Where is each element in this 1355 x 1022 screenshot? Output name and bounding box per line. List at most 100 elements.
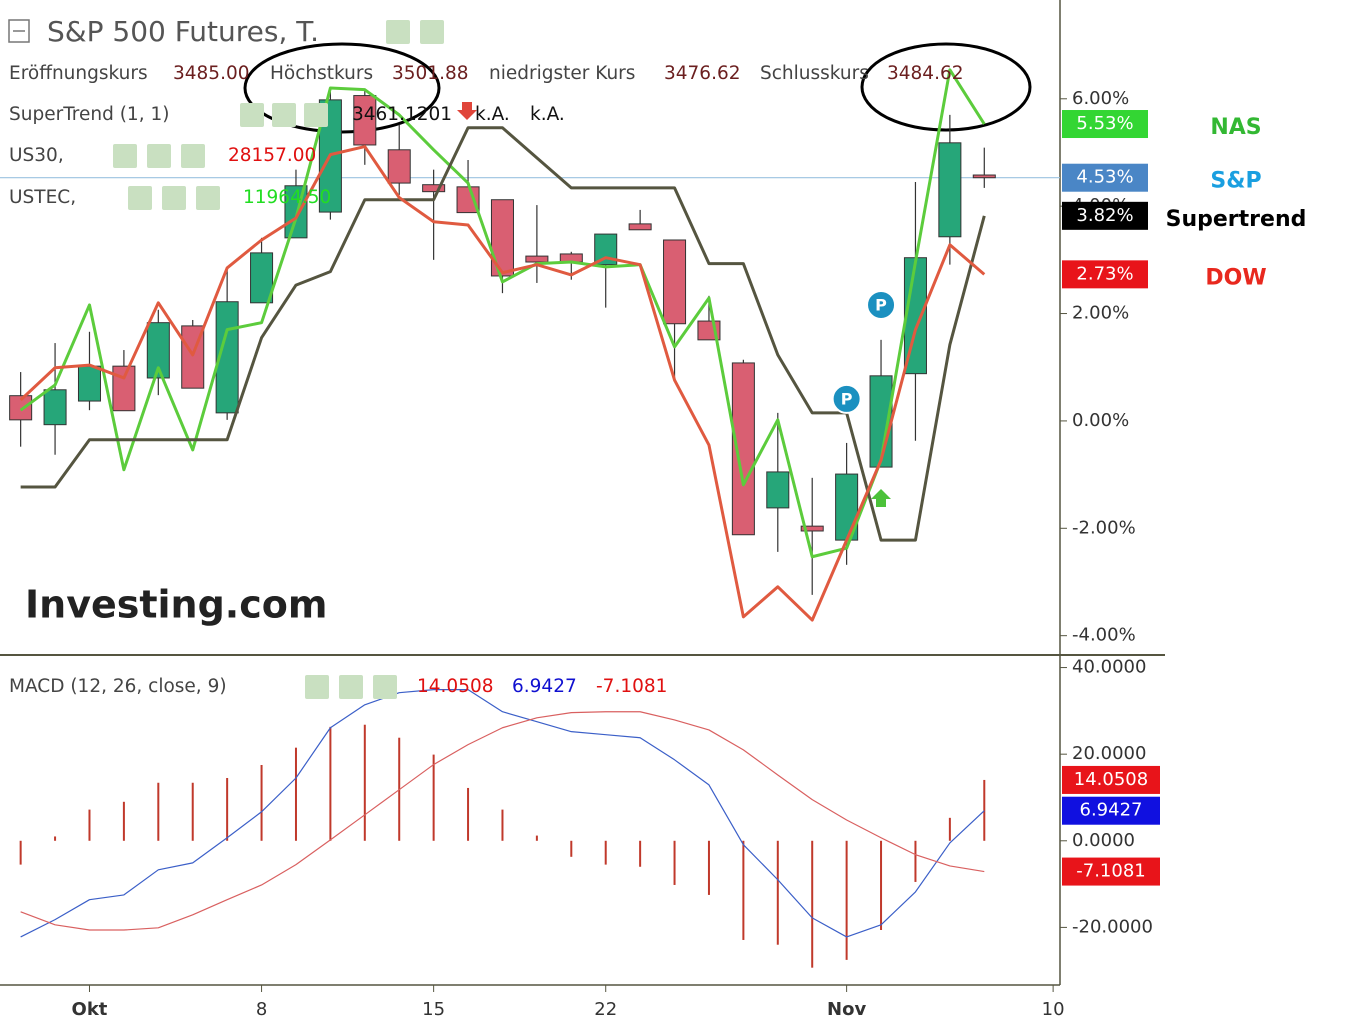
ohlc-value: 3484.62: [887, 63, 964, 84]
histogram-bar: [811, 840, 814, 968]
y-tick-label: 40.0000: [1072, 657, 1146, 678]
indicator-value: k.A.: [530, 104, 565, 125]
indicator-name[interactable]: US30,: [9, 145, 64, 166]
series-line: [20, 689, 985, 938]
candle-body: [387, 149, 411, 184]
histogram-bar: [157, 782, 160, 841]
eye-icon[interactable]: [386, 20, 410, 44]
histogram-bar: [948, 817, 951, 841]
candle-body: [731, 362, 755, 536]
value-badge-label: -7.1081: [1076, 861, 1145, 882]
candle-body: [800, 525, 824, 532]
x-tick-label: Okt: [72, 999, 108, 1020]
value-badge: [1062, 163, 1148, 192]
y-tick-label: 2.00%: [1072, 303, 1129, 324]
candle-body: [146, 322, 170, 379]
candle-body: [490, 199, 514, 277]
legend-entry: S&P: [1210, 169, 1261, 194]
close-icon[interactable]: [304, 103, 328, 127]
value-badge: [1062, 857, 1160, 886]
value-badge-label: 5.53%: [1076, 113, 1133, 134]
candle-body: [972, 174, 996, 179]
gear-icon[interactable]: [162, 186, 186, 210]
close-icon[interactable]: [181, 144, 205, 168]
indicator-value: 3461.1201: [352, 104, 453, 125]
histogram-bar: [19, 840, 22, 865]
legend-entry: DOW: [1205, 265, 1266, 290]
y-tick-label: 6.00%: [1072, 88, 1129, 109]
eye-icon[interactable]: [240, 103, 264, 127]
x-tick-label: 8: [256, 999, 267, 1020]
ohlc-label: Eröffnungskurs: [9, 63, 148, 84]
gear-icon[interactable]: [147, 144, 171, 168]
histogram-bar: [191, 782, 194, 841]
chart-title: S&P 500 Futures, T.: [47, 15, 319, 48]
value-badge: [1062, 796, 1160, 825]
macd-title[interactable]: MACD (12, 26, close, 9): [9, 676, 227, 697]
histogram-bar: [535, 835, 538, 841]
y-tick-label: 0.00%: [1072, 410, 1129, 431]
value-badge: [1062, 260, 1148, 289]
ohlc-label: Schlusskurs: [760, 63, 869, 84]
histogram-bar: [467, 787, 470, 841]
macd-value: 14.0508: [417, 676, 494, 697]
close-icon[interactable]: [196, 186, 220, 210]
close-icon[interactable]: [373, 675, 397, 699]
candle-body: [594, 233, 618, 266]
histogram-bar: [845, 840, 848, 960]
ohlc-label: niedrigster Kurs: [489, 63, 636, 84]
x-tick-label: Nov: [827, 999, 866, 1020]
candle-body: [112, 365, 136, 412]
histogram-bar: [570, 840, 573, 857]
macd-value: 6.9427: [512, 676, 577, 697]
histogram-bar: [983, 779, 986, 841]
histogram-bar: [914, 840, 917, 882]
candle-body: [9, 395, 33, 421]
histogram-bar: [776, 840, 779, 945]
eye-icon[interactable]: [113, 144, 137, 168]
indicator-name[interactable]: SuperTrend (1, 1): [9, 104, 170, 125]
gear-icon[interactable]: [339, 675, 363, 699]
histogram-bar: [226, 777, 229, 841]
value-badge: [1062, 765, 1160, 794]
candle-body: [525, 255, 549, 263]
candle-body: [422, 184, 446, 193]
histogram-bar: [363, 724, 366, 841]
value-badge-label: 3.82%: [1076, 205, 1133, 226]
ohlc-value: 3476.62: [664, 63, 741, 84]
histogram-bar: [260, 765, 263, 841]
ohlc-label: Höchstkurs: [270, 63, 374, 84]
indicator-value: 28157.00: [228, 145, 317, 166]
value-badge-label: 4.53%: [1076, 167, 1133, 188]
highlight-ellipse: [243, 42, 441, 134]
value-badge-label: 14.0508: [1074, 769, 1148, 790]
eye-icon[interactable]: [305, 675, 329, 699]
macd-value: -7.1081: [596, 676, 668, 697]
gear-icon[interactable]: [420, 20, 444, 44]
histogram-bar: [742, 840, 745, 940]
highlight-ellipse: [860, 42, 1032, 132]
value-badge-label: 2.73%: [1076, 263, 1133, 284]
value-badge-label: 6.9427: [1080, 800, 1143, 821]
value-badge: [1062, 110, 1148, 139]
gear-icon[interactable]: [272, 103, 296, 127]
indicator-value: k.A.: [475, 104, 510, 125]
candle-body: [766, 471, 790, 509]
series-line: [19, 68, 986, 559]
value-badge: [1062, 201, 1148, 230]
candle-body: [250, 252, 274, 304]
candle-body: [628, 223, 652, 231]
collapse-box[interactable]: [8, 19, 30, 43]
marks: 6.00%4.00%2.00%0.00%-2.00%-4.00%PP40.000…: [0, 68, 1306, 1020]
histogram-bar: [294, 747, 297, 841]
eye-icon[interactable]: [128, 186, 152, 210]
histogram-bar: [88, 809, 91, 841]
indicator-name[interactable]: USTEC,: [9, 187, 77, 208]
ohlc-value: 3485.00: [173, 63, 250, 84]
ohlc-value: 3501.88: [392, 63, 469, 84]
indicator-value: 11964.50: [243, 187, 332, 208]
buy-arrow: [871, 489, 891, 507]
histogram-bar: [880, 840, 883, 930]
